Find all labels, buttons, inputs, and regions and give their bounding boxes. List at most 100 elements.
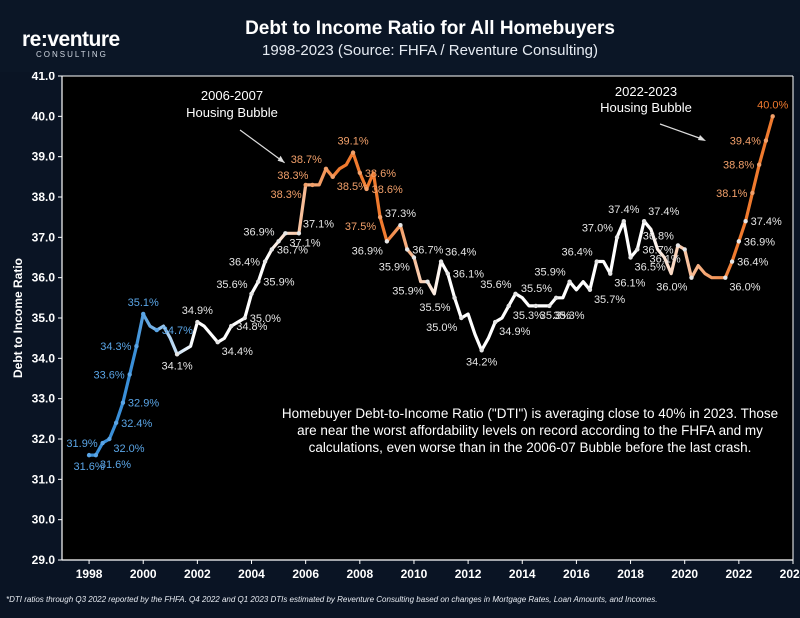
data-label: 36.4% bbox=[445, 247, 476, 259]
annotation-2022-line2: Housing Bubble bbox=[600, 100, 692, 115]
data-label: 36.9% bbox=[744, 236, 775, 248]
data-point bbox=[587, 287, 593, 292]
x-tick-label: 2014 bbox=[509, 567, 536, 581]
data-label: 35.5% bbox=[419, 302, 450, 314]
dti-line-chart: 29.0 30.0 31.0 32.0 33.0 34.0 35.0 36.0 37.0 38.0… bbox=[11, 72, 800, 581]
data-label: 36.1% bbox=[453, 269, 484, 281]
x-tick-label: 2012 bbox=[455, 567, 482, 581]
data-label: 35.3% bbox=[540, 310, 571, 322]
data-point bbox=[459, 315, 464, 321]
chart-title: Debt to Income Ratio for All Homebuyers bbox=[245, 18, 615, 39]
data-point bbox=[452, 295, 457, 301]
y-tick-label: 38.0 bbox=[32, 190, 56, 204]
data-label: 38.3% bbox=[277, 170, 308, 182]
data-label: 36.8% bbox=[643, 230, 674, 242]
data-point bbox=[330, 174, 335, 180]
data-label: 36.4% bbox=[562, 247, 593, 259]
data-point bbox=[750, 190, 755, 196]
data-point bbox=[93, 452, 99, 458]
data-label: 38.3% bbox=[270, 189, 301, 201]
data-point bbox=[141, 311, 146, 317]
chart-subtitle: 1998-2023 (Source: FHFA / Reventure Cons… bbox=[261, 42, 598, 59]
data-label: 34.4% bbox=[222, 346, 253, 358]
data-point bbox=[323, 166, 329, 171]
data-label: 37.5% bbox=[345, 221, 376, 233]
data-label: 36.0% bbox=[656, 282, 687, 294]
data-point bbox=[425, 279, 430, 284]
x-tick-label: 2008 bbox=[346, 567, 373, 581]
data-point bbox=[743, 219, 748, 224]
data-label: 31.6% bbox=[73, 461, 104, 473]
data-point bbox=[438, 259, 444, 264]
data-label: 36.9% bbox=[352, 245, 383, 257]
data-label: 37.1% bbox=[303, 218, 334, 230]
logo-sub-text: CONSULTING bbox=[36, 50, 108, 59]
data-label: 37.3% bbox=[385, 208, 416, 220]
data-point bbox=[533, 303, 538, 309]
data-point bbox=[675, 243, 681, 248]
y-tick-label: 31.0 bbox=[32, 472, 56, 486]
data-point bbox=[229, 323, 234, 329]
data-point bbox=[283, 231, 288, 236]
data-label: 40.0% bbox=[757, 99, 788, 111]
data-point bbox=[756, 162, 762, 167]
x-tick-label: 2018 bbox=[617, 567, 644, 581]
data-point bbox=[729, 259, 735, 264]
y-tick-label: 36.0 bbox=[32, 271, 56, 285]
data-point bbox=[364, 186, 369, 192]
annotation-2006-line2: Housing Bubble bbox=[186, 105, 278, 120]
data-label: 33.6% bbox=[93, 369, 124, 381]
data-label: 32.9% bbox=[128, 398, 159, 410]
data-label: 31.6% bbox=[100, 459, 131, 471]
data-point bbox=[763, 138, 769, 143]
x-tick-label: 2004 bbox=[238, 567, 265, 581]
annotation-2022-line1: 2022-2023 bbox=[615, 84, 677, 99]
annotation-2006-arrow bbox=[239, 129, 285, 164]
x-tick-label: 2022 bbox=[726, 567, 753, 581]
data-label: 36.5% bbox=[635, 262, 666, 274]
data-label: 32.4% bbox=[121, 418, 152, 430]
narrative-annotation: Homebuyer Debt-to-Income Ratio ("DTI") i… bbox=[281, 406, 779, 455]
data-label: 36.7% bbox=[277, 244, 308, 256]
data-point bbox=[174, 352, 180, 357]
annotation-2022-arrowhead bbox=[698, 135, 706, 141]
x-tick-label: 2006 bbox=[292, 567, 319, 581]
data-label: 38.5% bbox=[337, 181, 368, 193]
data-point bbox=[195, 319, 200, 325]
annotation-2006-line1: 2006-2007 bbox=[201, 88, 263, 103]
data-point bbox=[513, 291, 518, 296]
y-tick-label: 37.0 bbox=[32, 230, 56, 244]
data-label: 35.0% bbox=[426, 322, 457, 334]
data-point bbox=[357, 170, 363, 175]
data-point bbox=[398, 223, 403, 228]
plot-area bbox=[62, 76, 793, 560]
y-tick-label: 40.0 bbox=[32, 109, 56, 123]
data-point bbox=[384, 239, 390, 244]
x-tick-label: 2010 bbox=[401, 567, 428, 581]
data-label: 34.7% bbox=[162, 325, 193, 337]
data-point bbox=[621, 219, 626, 224]
data-label: 38.6% bbox=[365, 168, 396, 180]
data-label: 35.9% bbox=[534, 267, 565, 279]
data-point bbox=[242, 315, 247, 321]
y-tick-label: 41.0 bbox=[32, 72, 56, 83]
data-point bbox=[350, 150, 356, 155]
data-label: 37.0% bbox=[582, 222, 613, 234]
data-label: 35.1% bbox=[128, 297, 159, 309]
x-tick-label: 2002 bbox=[184, 567, 211, 581]
data-label: 38.6% bbox=[372, 184, 403, 196]
data-point bbox=[608, 271, 613, 276]
data-point bbox=[269, 247, 275, 252]
data-point bbox=[256, 279, 261, 284]
data-label: 35.5% bbox=[521, 283, 552, 295]
data-label: 36.1% bbox=[614, 278, 645, 290]
x-tick-label: 1998 bbox=[76, 567, 103, 581]
data-label: 36.1% bbox=[650, 253, 681, 265]
data-point bbox=[154, 327, 159, 333]
data-label: 37.4% bbox=[751, 216, 782, 228]
data-label: 36.7% bbox=[412, 244, 443, 256]
data-point bbox=[506, 303, 511, 309]
data-point bbox=[296, 231, 302, 236]
y-tick-label: 39.0 bbox=[32, 150, 56, 164]
data-point bbox=[262, 259, 268, 264]
